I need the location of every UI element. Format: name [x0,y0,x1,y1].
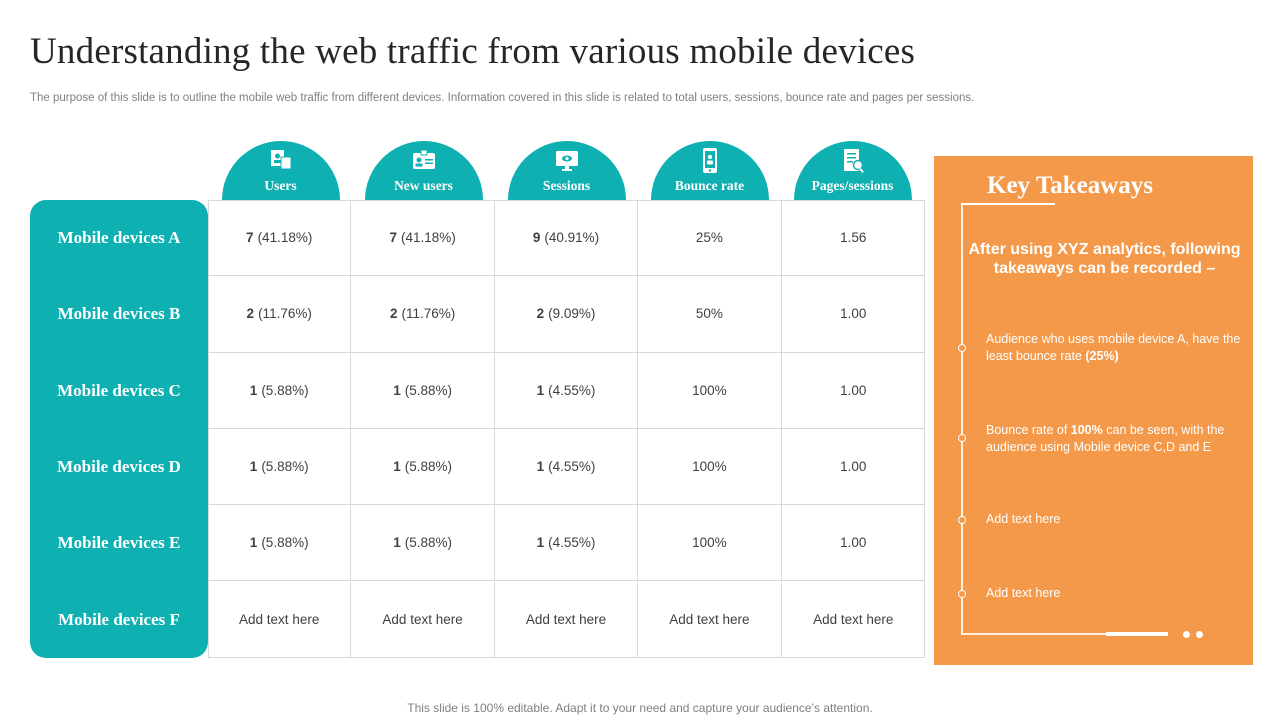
timeline-base-line [961,633,1131,635]
timeline-line [961,205,963,634]
row-label: Mobile devices D [57,456,181,476]
row-label: Mobile devices C [57,380,181,400]
table-cell: 1 (4.55%) [494,505,639,582]
table-cell: 50% [638,276,782,353]
column-label: Sessions [542,178,591,193]
table-cell: 1 (4.55%) [494,352,639,429]
timeline-bullet [958,434,966,442]
table-cell: 2 (11.76%) [351,276,495,353]
table-cell: 100% [638,428,782,506]
key-takeaways-title: Key Takeaways [987,172,1154,199]
takeaways-intro: After using XYZ analytics, following tak… [968,241,1241,277]
title-underline [961,203,1055,205]
takeaway-item: Audience who uses mobile device A, have … [986,332,1241,363]
table-cell: 1 (5.88%) [351,352,495,429]
table-cell: Add text here [351,581,495,658]
table-cell: 1.00 [781,429,925,506]
table-cell: 1 (5.88%) [351,505,495,582]
column-label: New users [394,178,453,193]
id-card-icon [412,147,436,175]
report-icon [841,147,865,175]
row-label: Mobile devices F [58,609,180,629]
monitor-icon [555,147,579,175]
row-label: Mobile devices A [57,228,181,247]
slide-subtitle: The purpose of this slide is to outline … [30,92,975,104]
takeaway-item: Bounce rate of 100% can be seen, with th… [986,423,1225,454]
table-cell: 25% [638,200,782,277]
row-header-panel [30,200,208,658]
table-cell: Add text here [208,581,352,658]
table-cell: 1.56 [781,200,925,277]
timeline-bullet [958,516,966,524]
table-cell: Add text here [495,581,639,658]
table-cell: 2 (9.09%) [494,276,639,353]
decorative-bar [1106,632,1168,636]
table-cell: 1 (5.88%) [208,352,352,429]
timeline-bullet [958,590,966,598]
table-cell: 1.00 [781,276,925,353]
table-cell: 7 (41.18%) [351,200,495,277]
column-label: Bounce rate [674,178,745,193]
row-label: Mobile devices B [57,304,181,324]
column-header-sessions: Sessions [507,141,626,200]
column-label: Users [264,178,297,193]
data-table: 7 (41.18%) 7 (41.18%) 9 (40.91%) 25% 1.56 2 (11.7… [208,200,925,658]
mobile-user-icon [698,147,722,175]
table-cell: 1 (5.88%) [208,505,352,582]
table-cell: 7 (41.18%) [208,200,352,277]
table-cell: Add text here [813,612,894,628]
slide-title: Understanding the web traffic from vario… [30,31,916,72]
table-cell: 1 (5.88%) [351,428,495,506]
table-cell: 2 (11.76%) [208,276,352,353]
table-cell: 100% [638,505,782,582]
table-cell: 1 (4.55%) [494,428,639,506]
footer-note: This slide is 100% editable. Adapt it to… [407,701,873,715]
decorative-dot [1183,631,1190,638]
timeline-bullet [958,344,966,352]
column-header-bounce-rate: Bounce rate [650,141,769,200]
decorative-dot [1196,631,1203,638]
table-cell: 1.00 [781,505,925,582]
takeaway-item: Add text here [986,512,1061,526]
table-cell: Add text here [638,581,782,658]
table-cell: 1 (5.88%) [208,428,352,506]
table-cell: 1.00 [781,353,925,429]
table-cell: 9 (40.91%) [494,200,639,277]
column-label: Pages/sessions [811,178,894,193]
key-takeaways-panel: Key Takeaways After using XYZ analytics,… [934,156,1253,665]
column-header-pages-sessions: Pages/sessions [793,141,912,200]
column-header-users: Users [221,141,340,200]
takeaway-item: Add text here [986,586,1061,600]
table-cell: 100% [638,352,782,429]
users-icon [269,147,293,175]
row-label: Mobile devices E [57,533,181,553]
column-header-new-users: New users [364,141,483,200]
